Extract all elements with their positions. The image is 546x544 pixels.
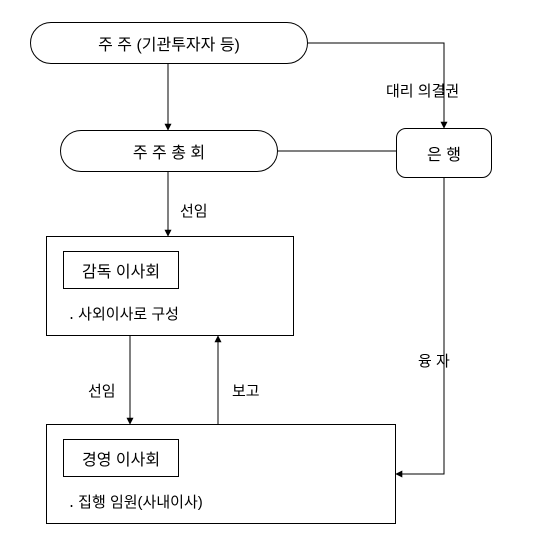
node-shareholders-label: 주 주 (기관투자자 등) <box>98 31 240 55</box>
edge-bank-management <box>396 178 444 474</box>
node-shareholders: 주 주 (기관투자자 등) <box>30 22 308 64</box>
node-management-title: 경영 이사회 <box>82 452 160 469</box>
node-bank-label: 은 행 <box>427 141 461 165</box>
edge-label-appoint1: 선임 <box>180 200 208 221</box>
edge-label-report: 보고 <box>232 380 260 401</box>
edge-label-proxy: 대리 의결권 <box>386 80 459 101</box>
edge-label-appoint2: 선임 <box>88 380 116 401</box>
node-meeting-label: 주 주 총 회 <box>133 139 205 163</box>
node-management-title-box: 경영 이사회 <box>63 439 179 477</box>
node-management: 경영 이사회 ․ 집행 임원(사내이사) <box>46 424 396 524</box>
node-management-desc: ․ 집행 임원(사내이사) <box>63 491 203 512</box>
edge-label-loan: 융 자 <box>418 350 450 371</box>
node-supervisory-title-box: 감독 이사회 <box>63 251 179 289</box>
node-meeting: 주 주 총 회 <box>60 130 278 172</box>
node-supervisory-title: 감독 이사회 <box>82 264 160 281</box>
node-supervisory-desc: ․ 사외이사로 구성 <box>63 303 179 324</box>
node-supervisory: 감독 이사회 ․ 사외이사로 구성 <box>46 236 294 336</box>
node-bank: 은 행 <box>396 128 492 178</box>
